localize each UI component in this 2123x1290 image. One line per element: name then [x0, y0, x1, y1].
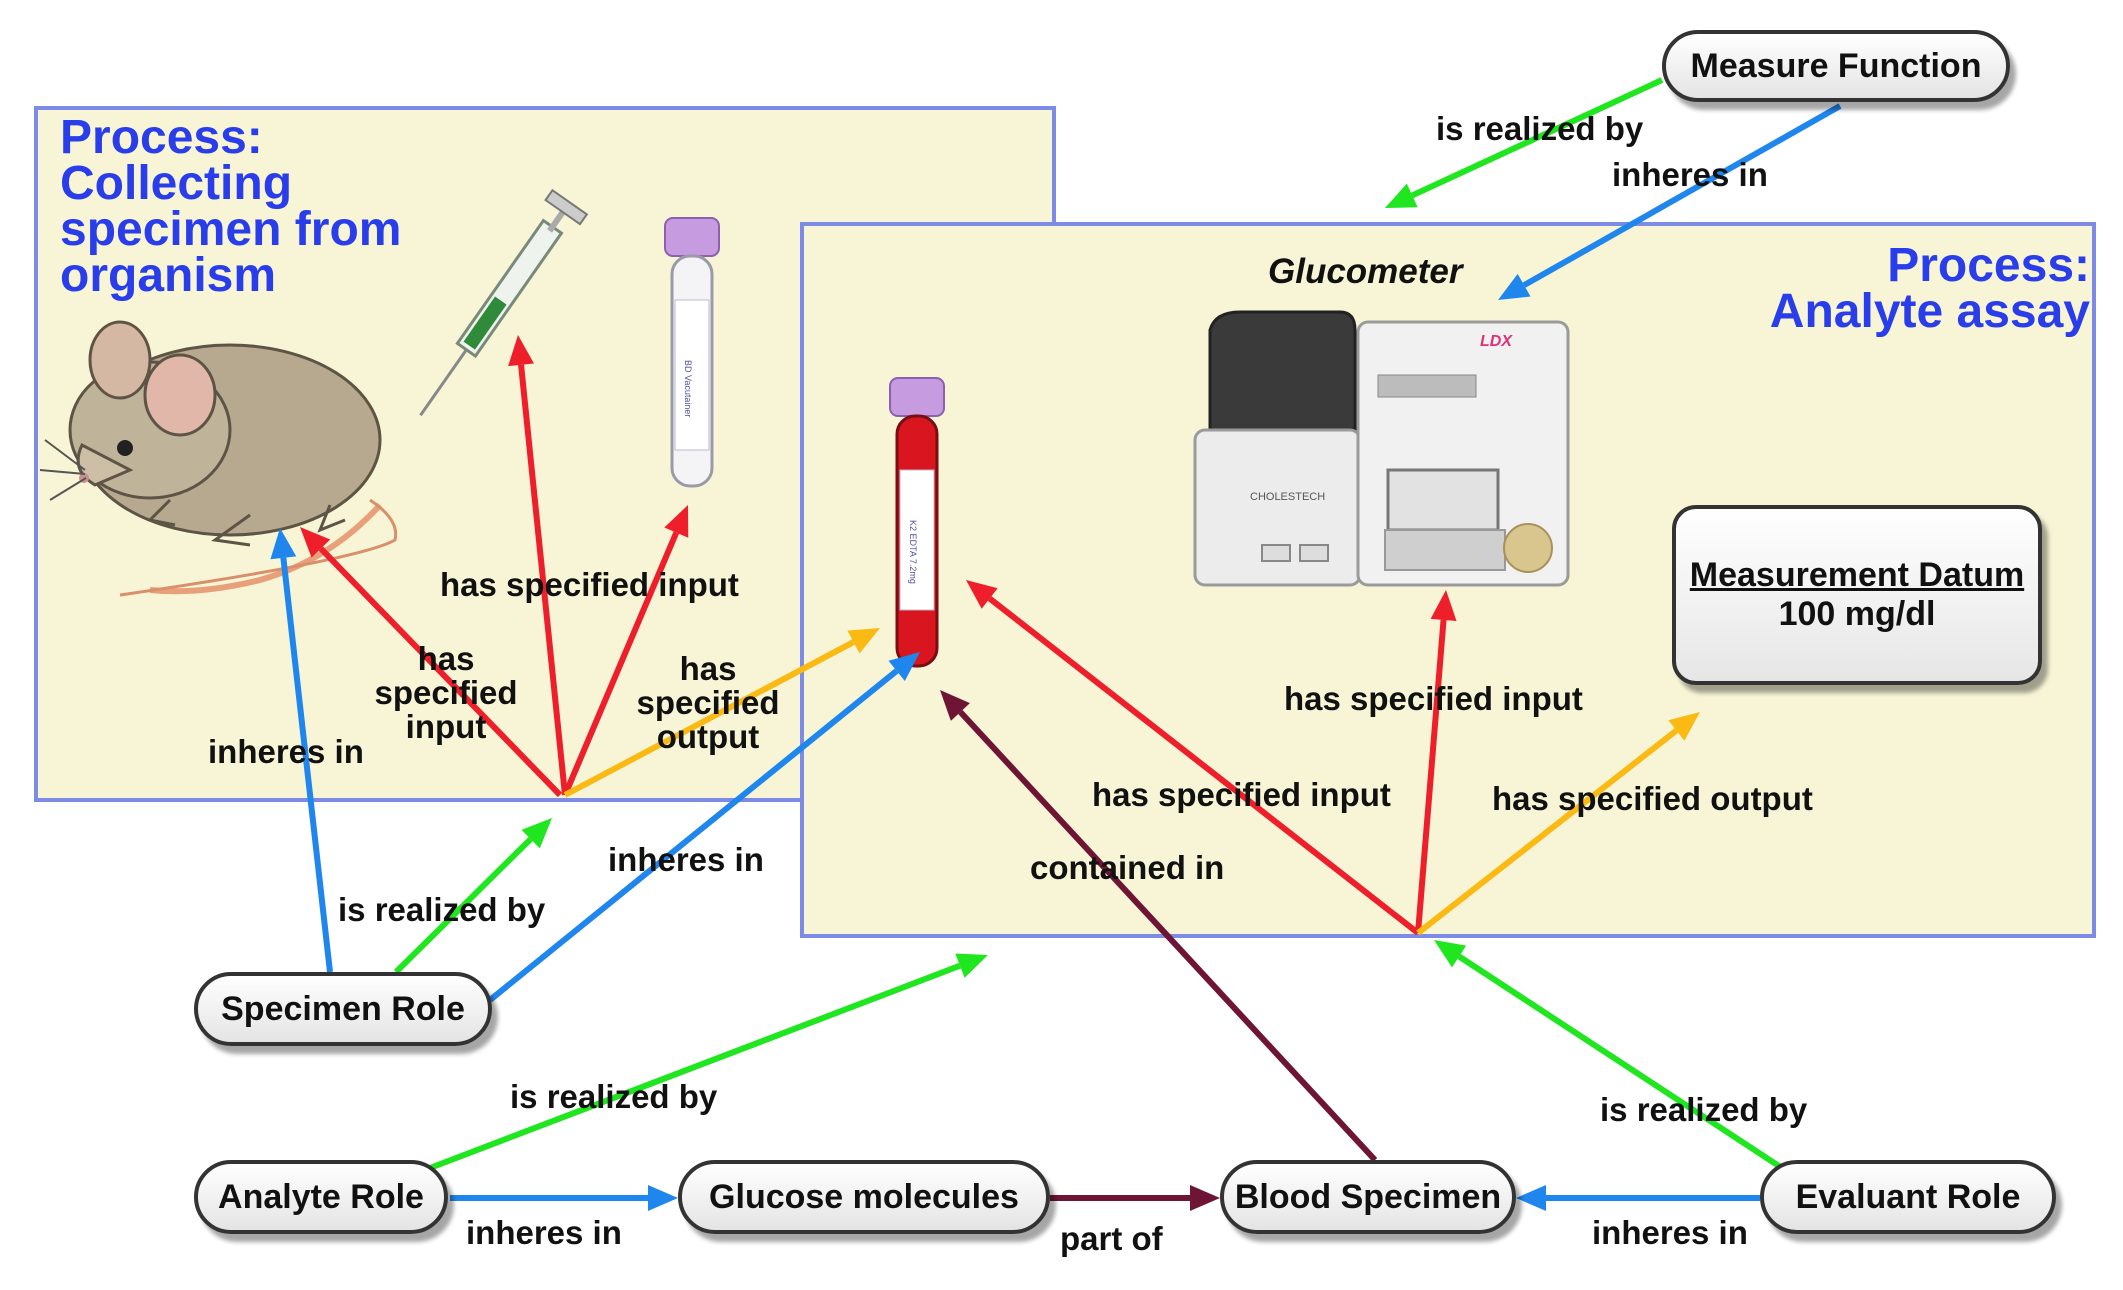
- arrow-evaluant-realized: [1434, 940, 1784, 1171]
- arrow-specimen-inheres-mouse: [270, 528, 333, 973]
- blood-filled-tube-icon: K2 EDTA 7.2mg: [889, 377, 945, 668]
- label-has-specified-input-mouse: has specified input: [374, 640, 518, 745]
- glucose-molecules-node[interactable]: Glucose molecules: [678, 1160, 1050, 1234]
- arrow-measure-realized: [1385, 77, 1664, 208]
- label-inheres-in-evaluant: inheres in: [1592, 1214, 1748, 1251]
- label-has-specified-output-collect: has specified output: [636, 650, 780, 755]
- label-inheres-in-measure: inheres in: [1612, 156, 1768, 193]
- arrow-measure-inheres: [1498, 103, 1842, 300]
- analyte-role-node[interactable]: Analyte Role: [194, 1160, 448, 1234]
- arrow-part-of: [1050, 1185, 1220, 1211]
- svg-text:LDX: LDX: [1480, 333, 1513, 350]
- syringe-icon: [419, 188, 589, 417]
- arrow-specimen-inheres-tube: [488, 652, 920, 1003]
- arrow-hsi-assay-tube: [966, 580, 1420, 936]
- svg-text:BD Vacutainer: BD Vacutainer: [683, 360, 693, 417]
- datum-title: Measurement Datum: [1689, 556, 2025, 594]
- arrow-contained-in: [940, 690, 1378, 1163]
- label-is-realized-by-analyte: is realized by: [510, 1078, 718, 1115]
- arrow-hsi-mouse: [300, 527, 563, 798]
- svg-text:K2 EDTA 7.2mg: K2 EDTA 7.2mg: [908, 520, 918, 584]
- empty-collection-tube-icon: BD Vacutainer: [664, 217, 720, 488]
- label-has-specified-input-glucometer: has specified input: [1284, 680, 1583, 717]
- arrow-hsi-assay-gluco: [1415, 590, 1457, 934]
- label-is-realized-by-specimen: is realized by: [338, 891, 546, 928]
- arrow-evaluant-inheres: [1516, 1185, 1760, 1211]
- label-part-of: part of: [1060, 1220, 1163, 1257]
- label-has-specified-output-assay: has specified output: [1492, 780, 1813, 817]
- svg-text:CHOLESTECH: CHOLESTECH: [1250, 491, 1325, 503]
- label-is-realized-by-evaluant: is realized by: [1600, 1091, 1808, 1128]
- glucometer-device-icon: CHOLESTECH LDX: [1193, 310, 1570, 587]
- label-inheres-in-analyte: inheres in: [466, 1214, 622, 1251]
- process-collecting-title: Process: Collecting specimen from organi…: [60, 111, 402, 302]
- arrow-hsi-syringe: [508, 335, 568, 796]
- arrow-hso-assay: [1416, 712, 1700, 936]
- measure-function-node[interactable]: Measure Function: [1662, 30, 2010, 102]
- label-has-specified-input-tube: has specified input: [1092, 776, 1391, 813]
- process-assay-title: Process: Analyte assay: [1769, 239, 2090, 338]
- arrow-hsi-tube: [562, 505, 689, 797]
- mouse-illustration: [39, 320, 398, 597]
- blood-specimen-node[interactable]: Blood Specimen: [1220, 1160, 1516, 1234]
- specimen-role-node[interactable]: Specimen Role: [194, 972, 492, 1046]
- label-contained-in: contained in: [1030, 849, 1225, 886]
- evaluant-role-node[interactable]: Evaluant Role: [1760, 1160, 2056, 1234]
- label-inheres-in-specimen-tube: inheres in: [608, 841, 764, 878]
- arrow-hso-collect: [563, 628, 880, 798]
- arrow-specimen-realized: [393, 818, 552, 975]
- label-has-specified-input-tools: has specified input: [440, 566, 739, 603]
- label-is-realized-by-measure: is realized by: [1436, 110, 1644, 147]
- measurement-datum-node[interactable]: Measurement Datum 100 mg/dl: [1672, 505, 2042, 685]
- arrow-analyte-inheres: [450, 1185, 678, 1211]
- label-inheres-in-specimen-mouse: inheres in: [208, 733, 364, 770]
- arrow-analyte-realized: [428, 953, 988, 1171]
- datum-value: 100 mg/dl: [1778, 595, 1936, 633]
- glucometer-title: Glucometer: [1268, 252, 1463, 291]
